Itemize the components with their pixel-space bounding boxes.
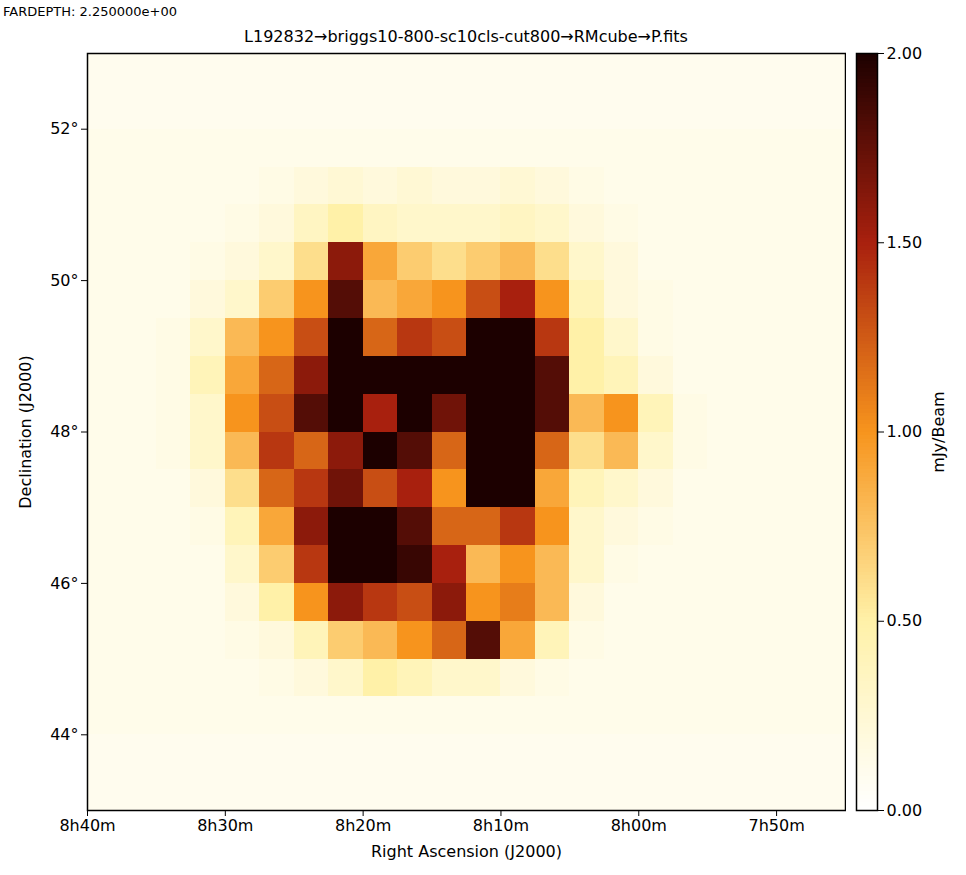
svg-text:50°: 50°	[50, 271, 78, 290]
svg-text:8h40m: 8h40m	[59, 816, 115, 835]
svg-text:Right Ascension (J2000): Right Ascension (J2000)	[371, 842, 562, 861]
svg-text:1.50: 1.50	[887, 233, 923, 252]
svg-text:7h50m: 7h50m	[748, 816, 804, 835]
svg-text:Declination (J2000): Declination (J2000)	[16, 355, 35, 508]
svg-text:0.00: 0.00	[887, 801, 923, 820]
svg-text:44°: 44°	[50, 725, 78, 744]
html-text:L192832→briggs10-800-sc10cls-c: L192832→briggs10-800-sc10cls-cut800→RMcu…	[244, 27, 688, 46]
svg-text:8h00m: 8h00m	[611, 816, 667, 835]
svg-text:52°: 52°	[50, 119, 78, 138]
svg-text:2.00: 2.00	[887, 44, 923, 63]
svg-text:48°: 48°	[50, 422, 78, 441]
svg-text:1.00: 1.00	[887, 422, 923, 441]
svg-text:0.50: 0.50	[887, 611, 923, 630]
svg-text:mJy/Beam: mJy/Beam	[929, 391, 948, 472]
svg-text:46°: 46°	[50, 574, 78, 593]
svg-text:8h30m: 8h30m	[197, 816, 253, 835]
svg-text:8h20m: 8h20m	[335, 816, 391, 835]
svg-text:8h10m: 8h10m	[473, 816, 529, 835]
html-text:FARDEPTH: 2.250000e+00: FARDEPTH: 2.250000e+00	[3, 4, 177, 19]
